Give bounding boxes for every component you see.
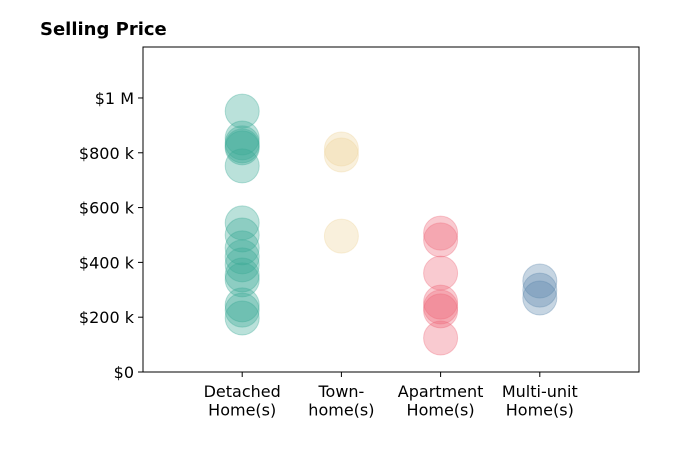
point: [224, 239, 260, 275]
point: [423, 284, 459, 320]
point: [224, 257, 260, 293]
plot-frame: [142, 46, 640, 373]
x-tick-label: Apartment Home(s): [398, 382, 484, 419]
x-tick-label: Detached Home(s): [204, 382, 281, 419]
chart-title: Selling Price: [40, 19, 167, 40]
point: [224, 230, 260, 266]
point: [224, 125, 260, 161]
point: [522, 280, 558, 316]
y-tick-label: $600 k: [79, 199, 135, 218]
point: [224, 128, 260, 164]
point: [224, 148, 260, 184]
point: [423, 215, 459, 251]
point: [224, 205, 260, 241]
point: [224, 130, 260, 166]
y-tick-label: $800 k: [79, 144, 135, 163]
point: [323, 137, 359, 173]
point: [423, 289, 459, 325]
point: [224, 120, 260, 156]
point: [423, 320, 459, 356]
point: [323, 218, 359, 254]
x-tick-label: Town-home(s): [308, 382, 374, 419]
point: [323, 131, 359, 167]
point: [522, 263, 558, 299]
point: [423, 222, 459, 258]
point: [224, 300, 260, 336]
y-tick-label: $200 k: [79, 308, 135, 327]
point: [522, 272, 558, 308]
y-tick-label: $1 M: [95, 89, 134, 108]
y-tick-label: $400 k: [79, 253, 135, 272]
point: [423, 293, 459, 329]
point: [423, 255, 459, 291]
point: [224, 93, 260, 129]
point: [224, 292, 260, 328]
point: [224, 247, 260, 283]
x-tick-label: Multi-unit Home(s): [502, 382, 578, 419]
point: [224, 287, 260, 323]
y-tick-label: $0: [114, 363, 134, 382]
point: [224, 217, 260, 253]
point: [224, 262, 260, 298]
